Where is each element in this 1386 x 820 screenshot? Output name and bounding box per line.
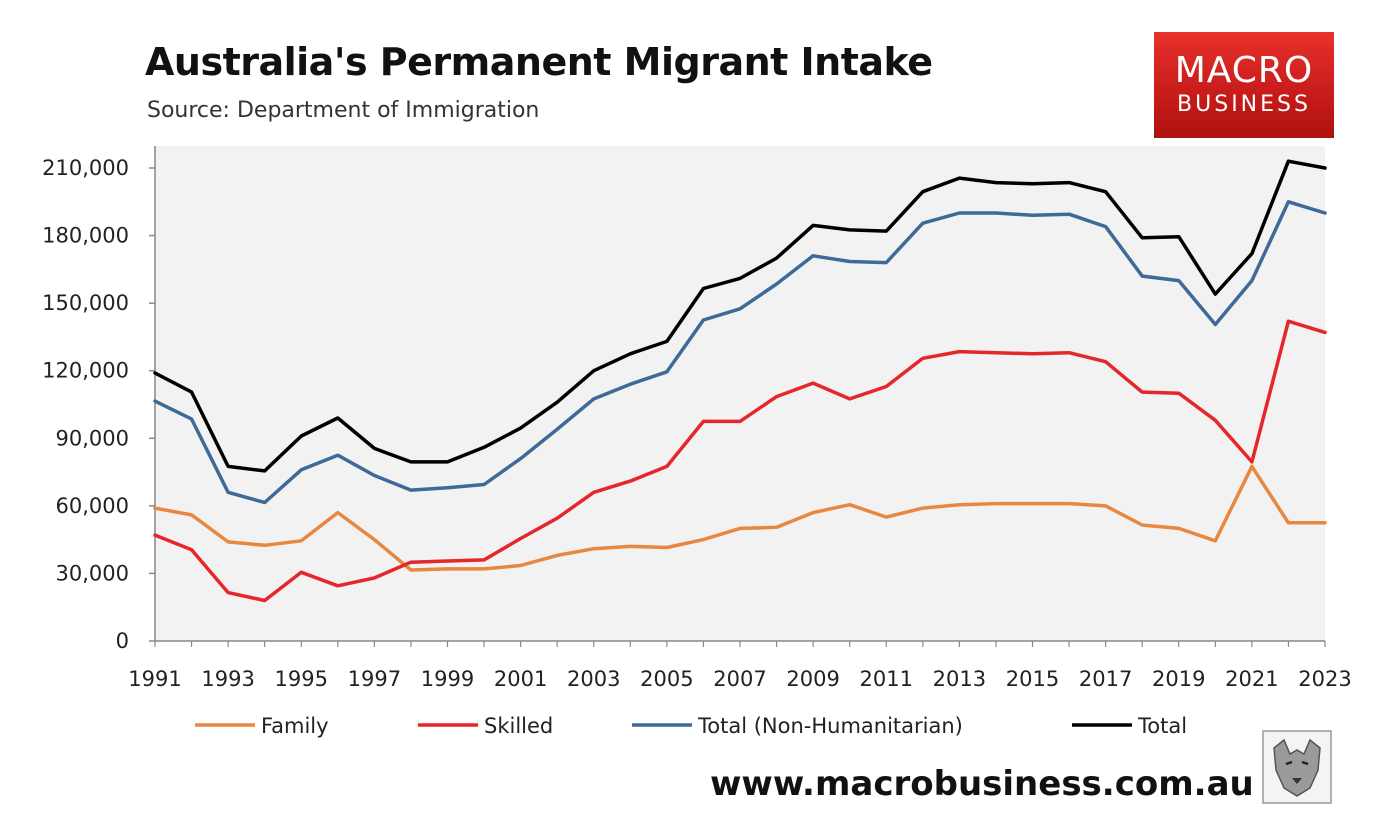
- x-tick-label: 2023: [1298, 667, 1351, 691]
- wolf-logo-icon: [1262, 730, 1332, 804]
- x-tick-label: 2013: [933, 667, 986, 691]
- y-tick-label: 90,000: [56, 426, 129, 450]
- x-tick-label: 1995: [275, 667, 328, 691]
- logo-line-1: MACRO: [1174, 50, 1314, 91]
- x-tick-label: 2015: [1006, 667, 1059, 691]
- y-tick-label: 150,000: [42, 291, 129, 315]
- series-line-skilled: [153, 319, 1327, 603]
- chart-subtitle: Source: Department of Immigration: [147, 98, 540, 123]
- website-url: www.macrobusiness.com.au: [710, 764, 1254, 804]
- x-tick-label: 2005: [640, 667, 693, 691]
- x-tick-label: 2011: [860, 667, 913, 691]
- chart-title: Australia's Permanent Migrant Intake: [145, 40, 933, 84]
- x-tick-label: 2003: [567, 667, 620, 691]
- x-tick-label: 2017: [1079, 667, 1132, 691]
- x-tick-label: 2007: [713, 667, 766, 691]
- y-tick-label: 180,000: [42, 224, 129, 248]
- x-tick-label: 1999: [421, 667, 474, 691]
- x-tick-label: 1991: [128, 667, 181, 691]
- x-tick-label: 1993: [201, 667, 254, 691]
- y-tick-label: 30,000: [56, 561, 129, 585]
- legend-label: Family: [261, 714, 329, 738]
- x-tick-label: 2009: [786, 667, 839, 691]
- y-tick-label: 0: [116, 629, 129, 653]
- series-line-total-non-humanitarian: [153, 200, 1327, 505]
- plot-area: [155, 146, 1325, 641]
- legend-label: Total (Non-Humanitarian): [697, 714, 963, 738]
- logo-line-2: BUSINESS: [1177, 92, 1311, 117]
- legend-label: Total: [1137, 714, 1187, 738]
- line-chart: 0 30,000 60,000 90,000 120,000 150,000 180,000…: [42, 146, 1352, 738]
- x-tick-label: 2021: [1225, 667, 1278, 691]
- x-tick-label: 2001: [494, 667, 547, 691]
- legend-label: Skilled: [484, 714, 553, 738]
- y-tick-label: 60,000: [56, 494, 129, 518]
- y-tick-label: 120,000: [42, 359, 129, 383]
- x-tick-label: 2019: [1152, 667, 1205, 691]
- series-line-total: [153, 159, 1327, 473]
- x-tick-label: 1997: [348, 667, 401, 691]
- macrobusiness-logo: MACRO BUSINESS: [1154, 32, 1334, 138]
- y-tick-label: 210,000: [42, 156, 129, 180]
- series-line-family: [153, 464, 1327, 572]
